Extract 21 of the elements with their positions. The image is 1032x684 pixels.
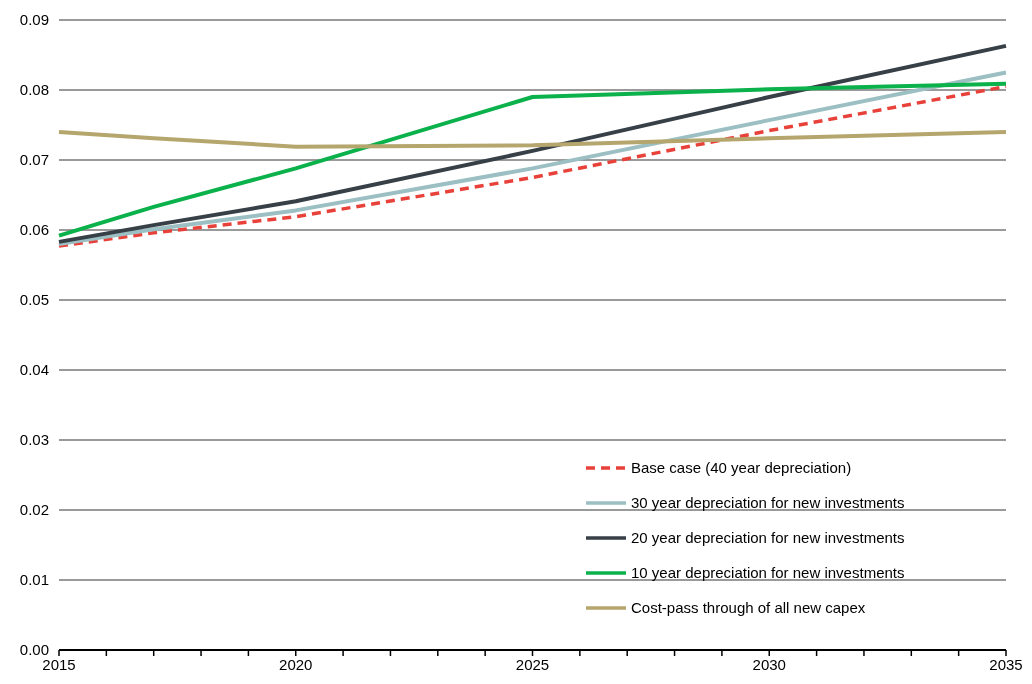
legend-label: 10 year depreciation for new investments <box>631 564 905 582</box>
y-tick-label: 0.06 <box>19 221 49 239</box>
legend-label: 30 year depreciation for new investments <box>631 494 905 512</box>
y-tick-label: 0.09 <box>19 11 49 29</box>
y-tick-label: 0.03 <box>19 431 49 449</box>
x-tick-label: 2020 <box>279 656 313 673</box>
y-tick-label: 0.02 <box>19 501 49 519</box>
x-tick-label: 2035 <box>989 656 1023 673</box>
line-series <box>57 130 1008 149</box>
y-tick-label: 0.08 <box>19 81 49 99</box>
legend-label: 20 year depreciation for new investments <box>631 529 905 547</box>
y-tick-label: 0.01 <box>19 571 49 589</box>
x-tick-label: 2025 <box>515 656 550 673</box>
x-tick-label: 2015 <box>42 656 76 673</box>
legend-label: Base case (40 year depreciation) <box>631 459 852 477</box>
y-tick-label: 0.05 <box>19 291 49 309</box>
y-tick-label: 0.07 <box>19 151 49 169</box>
legend-label: Cost-pass through of all new capex <box>631 599 866 617</box>
y-tick-label: 0.00 <box>19 641 49 659</box>
x-tick-label: 2030 <box>752 656 786 673</box>
y-tick-label: 0.04 <box>19 361 49 379</box>
